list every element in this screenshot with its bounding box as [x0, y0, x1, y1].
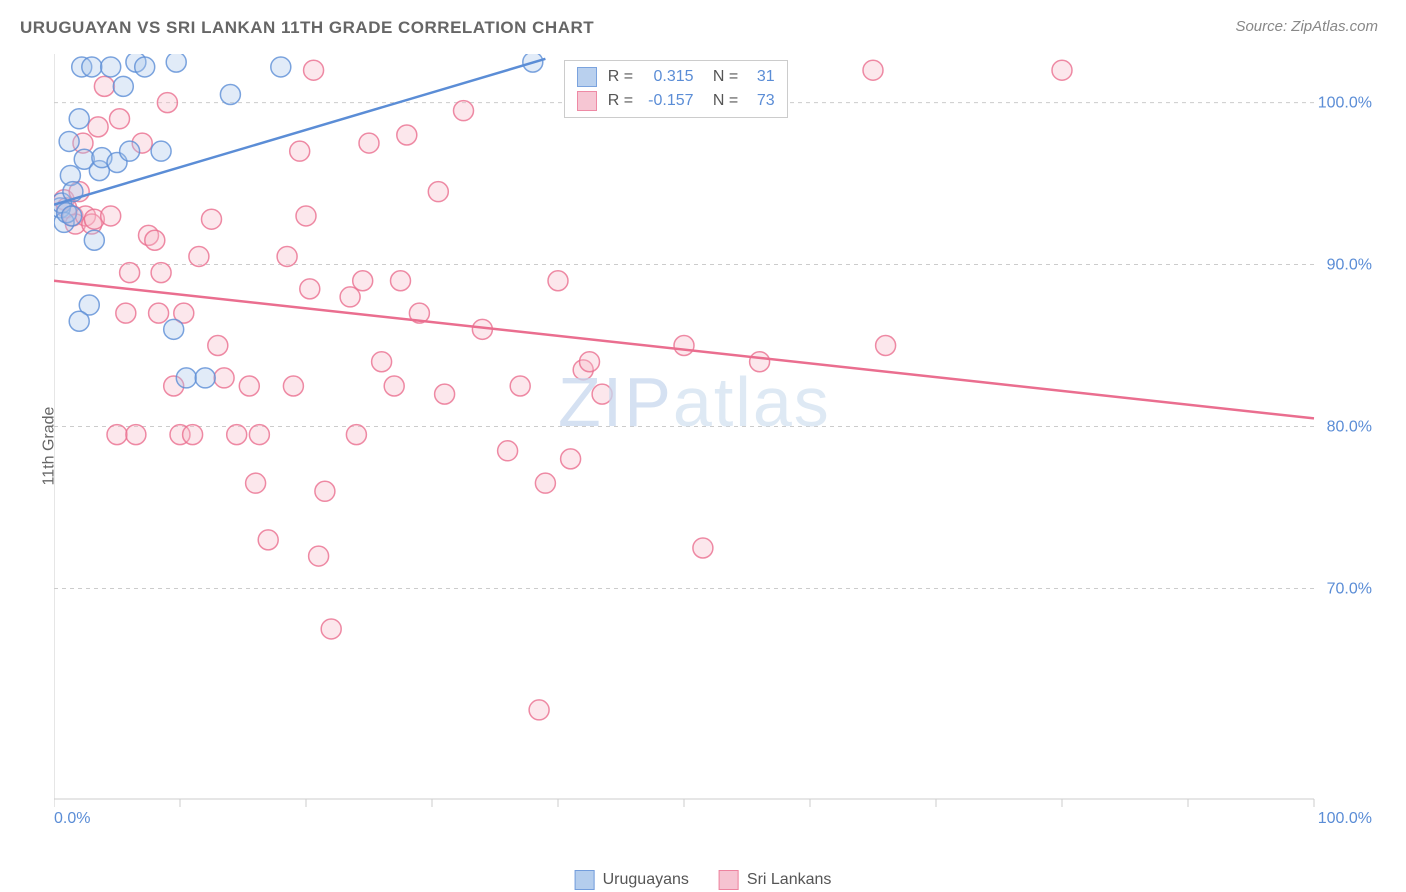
legend-label: Sri Lankans — [747, 871, 832, 889]
svg-text:80.0%: 80.0% — [1327, 419, 1372, 436]
legend-swatch — [719, 870, 739, 890]
chart-title: URUGUAYAN VS SRI LANKAN 11TH GRADE CORRE… — [20, 18, 594, 38]
svg-text:100.0%: 100.0% — [1318, 95, 1372, 112]
legend-swatch — [577, 67, 597, 87]
source-label: Source: ZipAtlas.com — [1235, 18, 1378, 35]
scatter-plot-svg: 70.0% 80.0% 90.0% 100.0% 0.0% 100.0% — [54, 54, 1374, 824]
legend-item: Sri Lankans — [719, 870, 832, 890]
svg-text:100.0%: 100.0% — [1318, 810, 1372, 824]
legend-swatch — [575, 870, 595, 890]
svg-text:90.0%: 90.0% — [1327, 257, 1372, 274]
svg-text:0.0%: 0.0% — [54, 810, 90, 824]
stats-legend-row: R = 0.315 N = 31 — [577, 65, 774, 89]
series-legend: Uruguayans Sri Lankans — [575, 870, 832, 890]
chart-container: URUGUAYAN VS SRI LANKAN 11TH GRADE CORRE… — [0, 0, 1406, 892]
legend-swatch — [577, 91, 597, 111]
stats-legend: R = 0.315 N = 31 R = -0.157 N = 73 — [564, 60, 787, 118]
legend-label: Uruguayans — [603, 871, 689, 889]
stats-legend-row: R = -0.157 N = 73 — [577, 89, 774, 113]
svg-text:70.0%: 70.0% — [1327, 580, 1372, 597]
plot-area: 70.0%80.0%90.0%100.0%0.0%100.0% ZIPatlas… — [54, 54, 1374, 824]
legend-item: Uruguayans — [575, 870, 689, 890]
